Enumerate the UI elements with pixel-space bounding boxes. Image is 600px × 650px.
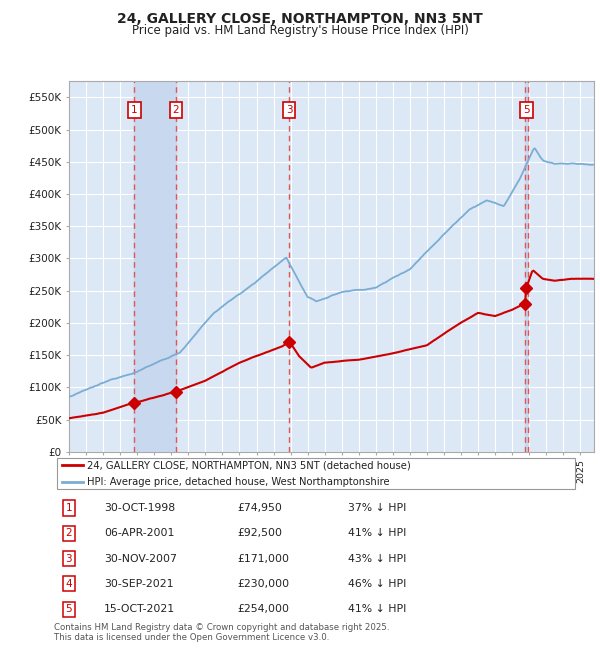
Text: HPI: Average price, detached house, West Northamptonshire: HPI: Average price, detached house, West… <box>86 477 389 488</box>
Text: 06-APR-2001: 06-APR-2001 <box>104 528 174 538</box>
Text: 3: 3 <box>65 554 72 564</box>
Text: 46% ↓ HPI: 46% ↓ HPI <box>348 579 406 589</box>
Text: 4: 4 <box>65 579 72 589</box>
Text: Price paid vs. HM Land Registry's House Price Index (HPI): Price paid vs. HM Land Registry's House … <box>131 24 469 37</box>
Text: 3: 3 <box>286 105 293 115</box>
Text: 24, GALLERY CLOSE, NORTHAMPTON, NN3 5NT (detached house): 24, GALLERY CLOSE, NORTHAMPTON, NN3 5NT … <box>86 460 410 471</box>
Text: 2: 2 <box>65 528 72 538</box>
Text: Contains HM Land Registry data © Crown copyright and database right 2025.
This d: Contains HM Land Registry data © Crown c… <box>54 623 389 642</box>
Text: £230,000: £230,000 <box>238 579 290 589</box>
Text: 1: 1 <box>131 105 137 115</box>
Bar <box>134 81 176 452</box>
Text: 15-OCT-2021: 15-OCT-2021 <box>104 604 175 614</box>
Text: 41% ↓ HPI: 41% ↓ HPI <box>348 604 406 614</box>
Text: 30-NOV-2007: 30-NOV-2007 <box>104 554 177 564</box>
Bar <box>525 81 527 452</box>
Text: £92,500: £92,500 <box>238 528 283 538</box>
Text: 41% ↓ HPI: 41% ↓ HPI <box>348 528 406 538</box>
Text: 24, GALLERY CLOSE, NORTHAMPTON, NN3 5NT: 24, GALLERY CLOSE, NORTHAMPTON, NN3 5NT <box>117 12 483 26</box>
FancyBboxPatch shape <box>56 458 575 489</box>
Text: £74,950: £74,950 <box>238 503 283 513</box>
Text: 1: 1 <box>65 503 72 513</box>
Text: 5: 5 <box>65 604 72 614</box>
Text: 37% ↓ HPI: 37% ↓ HPI <box>348 503 406 513</box>
Text: £171,000: £171,000 <box>238 554 290 564</box>
Text: £254,000: £254,000 <box>238 604 290 614</box>
Text: 2: 2 <box>173 105 179 115</box>
Text: 30-OCT-1998: 30-OCT-1998 <box>104 503 175 513</box>
Text: 43% ↓ HPI: 43% ↓ HPI <box>348 554 406 564</box>
Text: 5: 5 <box>523 105 530 115</box>
Text: 30-SEP-2021: 30-SEP-2021 <box>104 579 173 589</box>
